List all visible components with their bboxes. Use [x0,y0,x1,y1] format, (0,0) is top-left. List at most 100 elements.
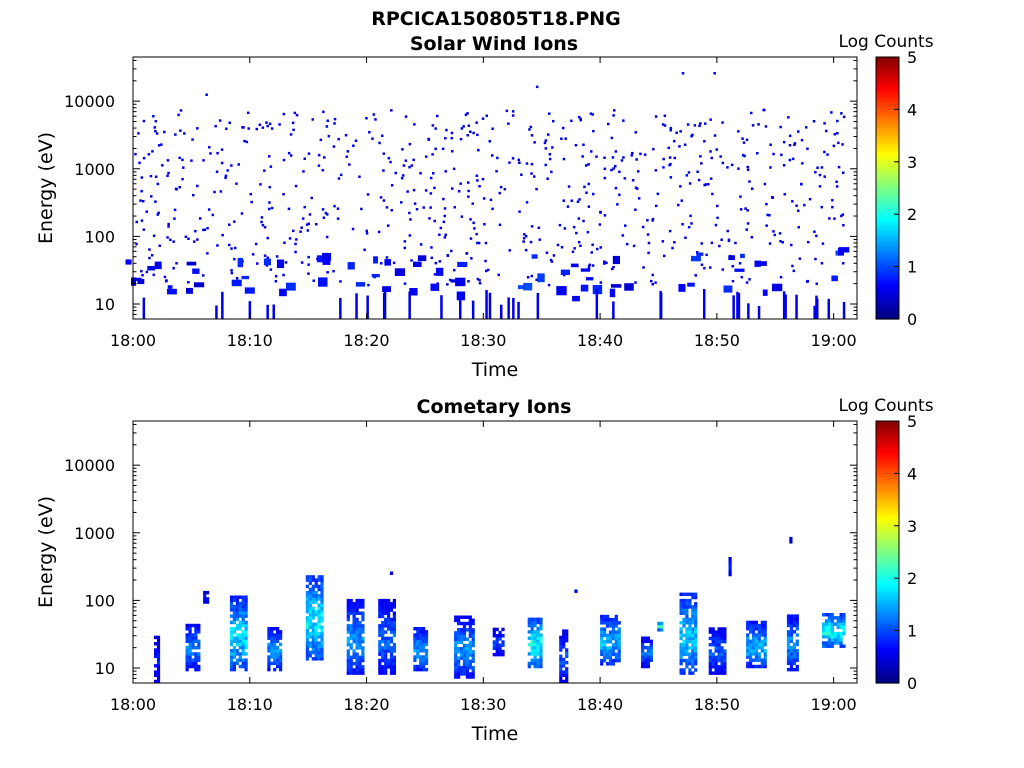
y-tick-label: 10000 [64,92,115,111]
heatmap-cell [229,639,234,644]
heatmap-cell [415,208,419,211]
heatmap-cell [716,204,719,208]
heatmap-cell [235,601,240,606]
heatmap-cell [651,273,654,277]
heatmap-cell [308,578,312,582]
heatmap-cell [495,637,499,641]
heatmap-cell [764,125,768,128]
heatmap-cell [387,224,390,227]
heatmap-cell [508,161,511,164]
heatmap-cell [454,640,458,645]
heatmap-cell [683,143,687,146]
heatmap-cell [530,627,534,631]
colorbar-segment [876,77,899,82]
heatmap-cell [157,144,161,147]
x-tick-label: 19:00 [811,331,857,350]
heatmap-cell [760,639,764,644]
heatmap-cell [830,616,834,620]
heatmap-cell [185,661,189,666]
heatmap-cell [720,636,724,641]
heatmap-cell [797,226,800,229]
heatmap-cell [798,257,802,260]
colorbar-segment [876,290,899,294]
heatmap-cell [154,261,162,270]
heatmap-cell [539,652,543,656]
heatmap-cell [267,667,271,672]
heatmap-cell [339,173,343,177]
heatmap-cell [185,633,189,637]
heatmap-cell [685,621,689,625]
heatmap-cell [416,664,420,669]
heatmap-cell [462,631,467,635]
heatmap-cell [279,655,283,659]
heatmap-cell [679,630,683,634]
colorbar-segment [876,85,899,90]
heatmap-cell [468,634,472,638]
heatmap-cell [728,560,732,564]
heatmap-cell [381,671,385,675]
heatmap-cell [789,536,793,541]
heatmap-cell [384,598,388,603]
heatmap-cell [384,605,388,609]
heatmap-cell [289,133,293,136]
heatmap-cell [191,661,195,666]
colorbar-segment [876,510,899,514]
heatmap-cell [608,617,613,622]
heatmap-cell [438,260,442,263]
heatmap-cell [229,627,234,631]
heatmap-cell [235,611,240,615]
heatmap-cell [352,621,356,625]
colorbar-segment [876,656,899,661]
heatmap-cell [533,630,537,634]
heatmap-cell [694,630,698,634]
heatmap-cell [703,183,706,187]
heatmap-cell [363,248,366,252]
heatmap-cell [492,646,496,651]
heatmap-cell [486,268,490,272]
heatmap-cell [392,661,397,666]
heatmap-cell [408,211,411,215]
heatmap-cell [314,635,318,639]
heatmap-cell [457,675,461,679]
heatmap-cell [232,620,237,625]
heatmap-cell [591,243,594,246]
x-tick-label: 18:30 [460,331,506,350]
heatmap-cell [822,625,826,630]
heatmap-cell [278,123,281,126]
heatmap-cell [460,615,464,619]
heatmap-cell [751,124,755,127]
heatmap-cell [691,592,695,597]
heatmap-cell [679,671,683,675]
heatmap-cell [468,615,472,619]
heatmap-cell [678,284,686,292]
heatmap-cell [682,602,686,606]
heatmap-cell [305,594,310,598]
heatmap-cell [741,137,744,140]
heatmap-cell [389,605,394,609]
heatmap-cell [498,649,502,654]
heatmap-cell [603,649,607,653]
heatmap-cell [389,655,394,660]
heatmap-cell [624,283,634,291]
heatmap-cell [317,647,321,652]
heatmap-cell [599,246,602,249]
heatmap-cell [591,264,595,267]
heatmap-cell [842,628,846,633]
heatmap-cell [241,608,245,612]
heatmap-cell [235,604,240,609]
heatmap-cell [814,171,817,174]
heatmap-cell [368,131,371,134]
heatmap-cell [611,624,616,628]
heatmap-cell [717,671,721,675]
heatmap-cell [320,594,324,598]
heatmap-cell [841,143,844,146]
heatmap-cell [468,628,472,632]
heatmap-cell [662,166,665,169]
heatmap-cell [721,268,724,271]
heatmap-cell [682,643,686,647]
heatmap-cell [530,617,534,622]
heatmap-cell [471,621,475,626]
heatmap-cell [177,113,180,117]
heatmap-cell [562,660,566,665]
